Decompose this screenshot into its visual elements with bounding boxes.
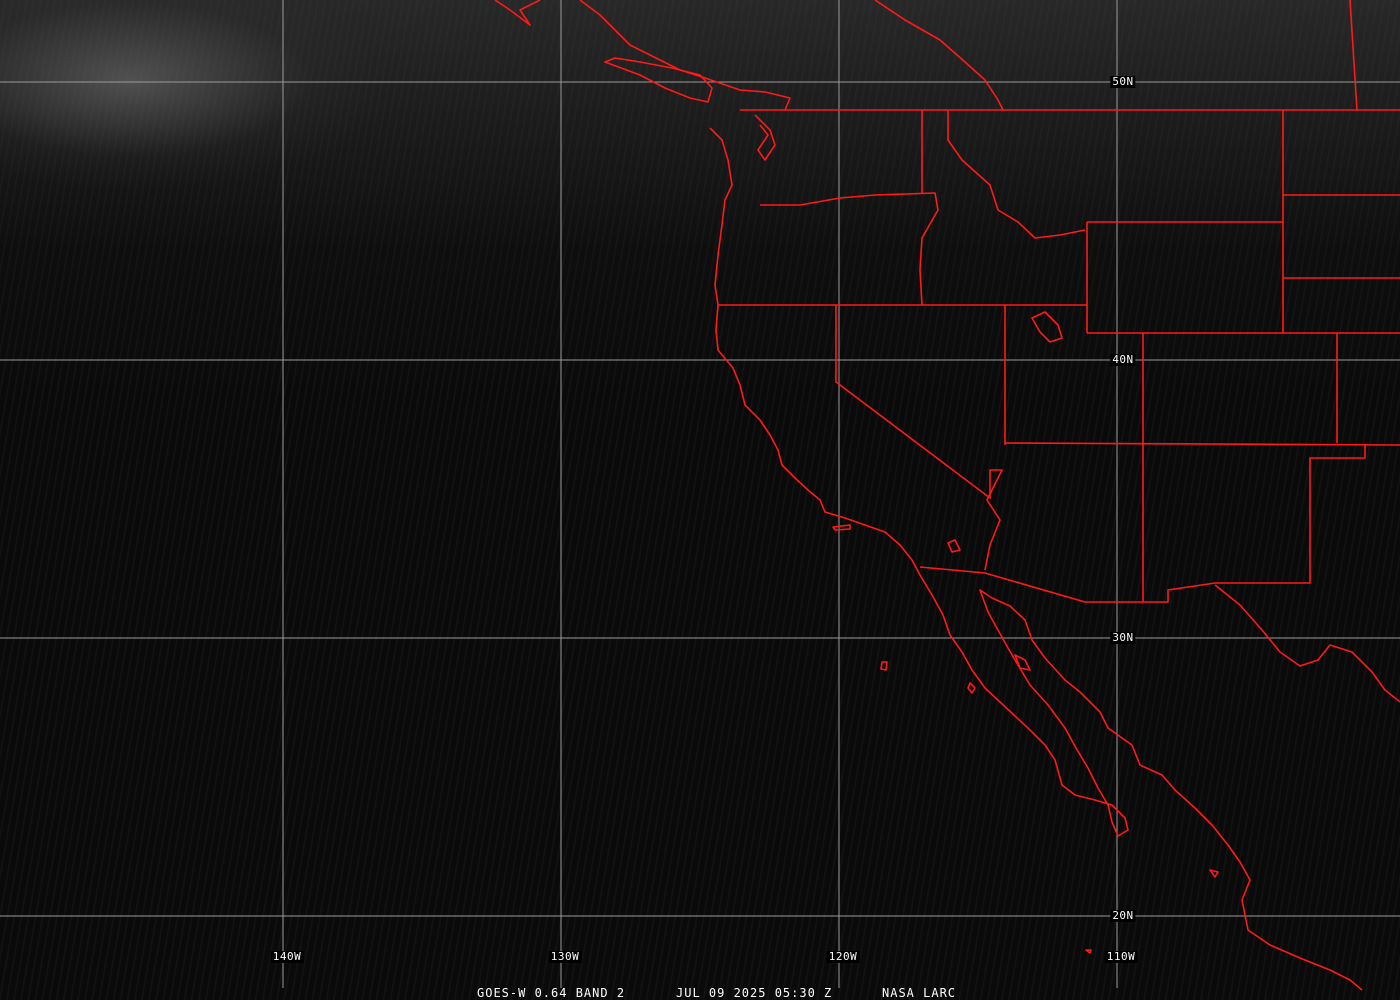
longitude-label-120w: 120W	[826, 950, 860, 963]
image-caption: GOES-W 0.64 BAND 2 JUL 09 2025 05:30 Z N…	[0, 986, 1400, 1000]
wyoming-colorado-border	[1087, 332, 1338, 443]
vancouver-island	[604, 57, 713, 103]
gulf-island	[1014, 654, 1031, 671]
channel-island	[832, 524, 851, 531]
great-salt-lake	[1031, 311, 1063, 343]
idaho-montana-border	[947, 110, 1086, 239]
political-borders	[718, 0, 1400, 603]
bc-coast	[494, 0, 541, 26]
utah-arizona-border	[1004, 442, 1400, 446]
gulf-of-mexico-coast	[1214, 584, 1400, 703]
caption-datetime: JUL 09 2025 05:30 Z	[676, 986, 833, 1000]
clarion-island	[1085, 949, 1092, 954]
bc-mainland-coast	[579, 0, 791, 111]
longitude-label-140w: 140W	[270, 950, 304, 963]
cedros-island	[967, 682, 976, 694]
pacific-coast	[709, 127, 1363, 991]
washington-oregon-border	[760, 192, 939, 306]
caption-satellite: GOES-W 0.64 BAND 2	[477, 986, 626, 1000]
puget-sound	[754, 114, 776, 161]
longitude-label-110w: 110W	[1104, 950, 1138, 963]
socorro-island	[1209, 869, 1219, 878]
caption-source: NASA LARC	[882, 986, 957, 1000]
province-border	[1349, 0, 1358, 111]
latitude-label-40n: 40N	[1110, 353, 1136, 366]
coastlines	[494, 0, 1400, 991]
california-nevada-border	[835, 305, 1003, 571]
longitude-label-130w: 130W	[548, 950, 582, 963]
guadalupe-island	[880, 661, 888, 671]
salton-sea	[947, 539, 961, 553]
latitude-label-20n: 20N	[1110, 909, 1136, 922]
new-mexico-texas-border	[919, 445, 1366, 603]
latitude-label-30n: 30N	[1110, 631, 1136, 644]
latitude-label-50n: 50N	[1110, 75, 1136, 88]
bc-alberta-border	[874, 0, 1004, 111]
